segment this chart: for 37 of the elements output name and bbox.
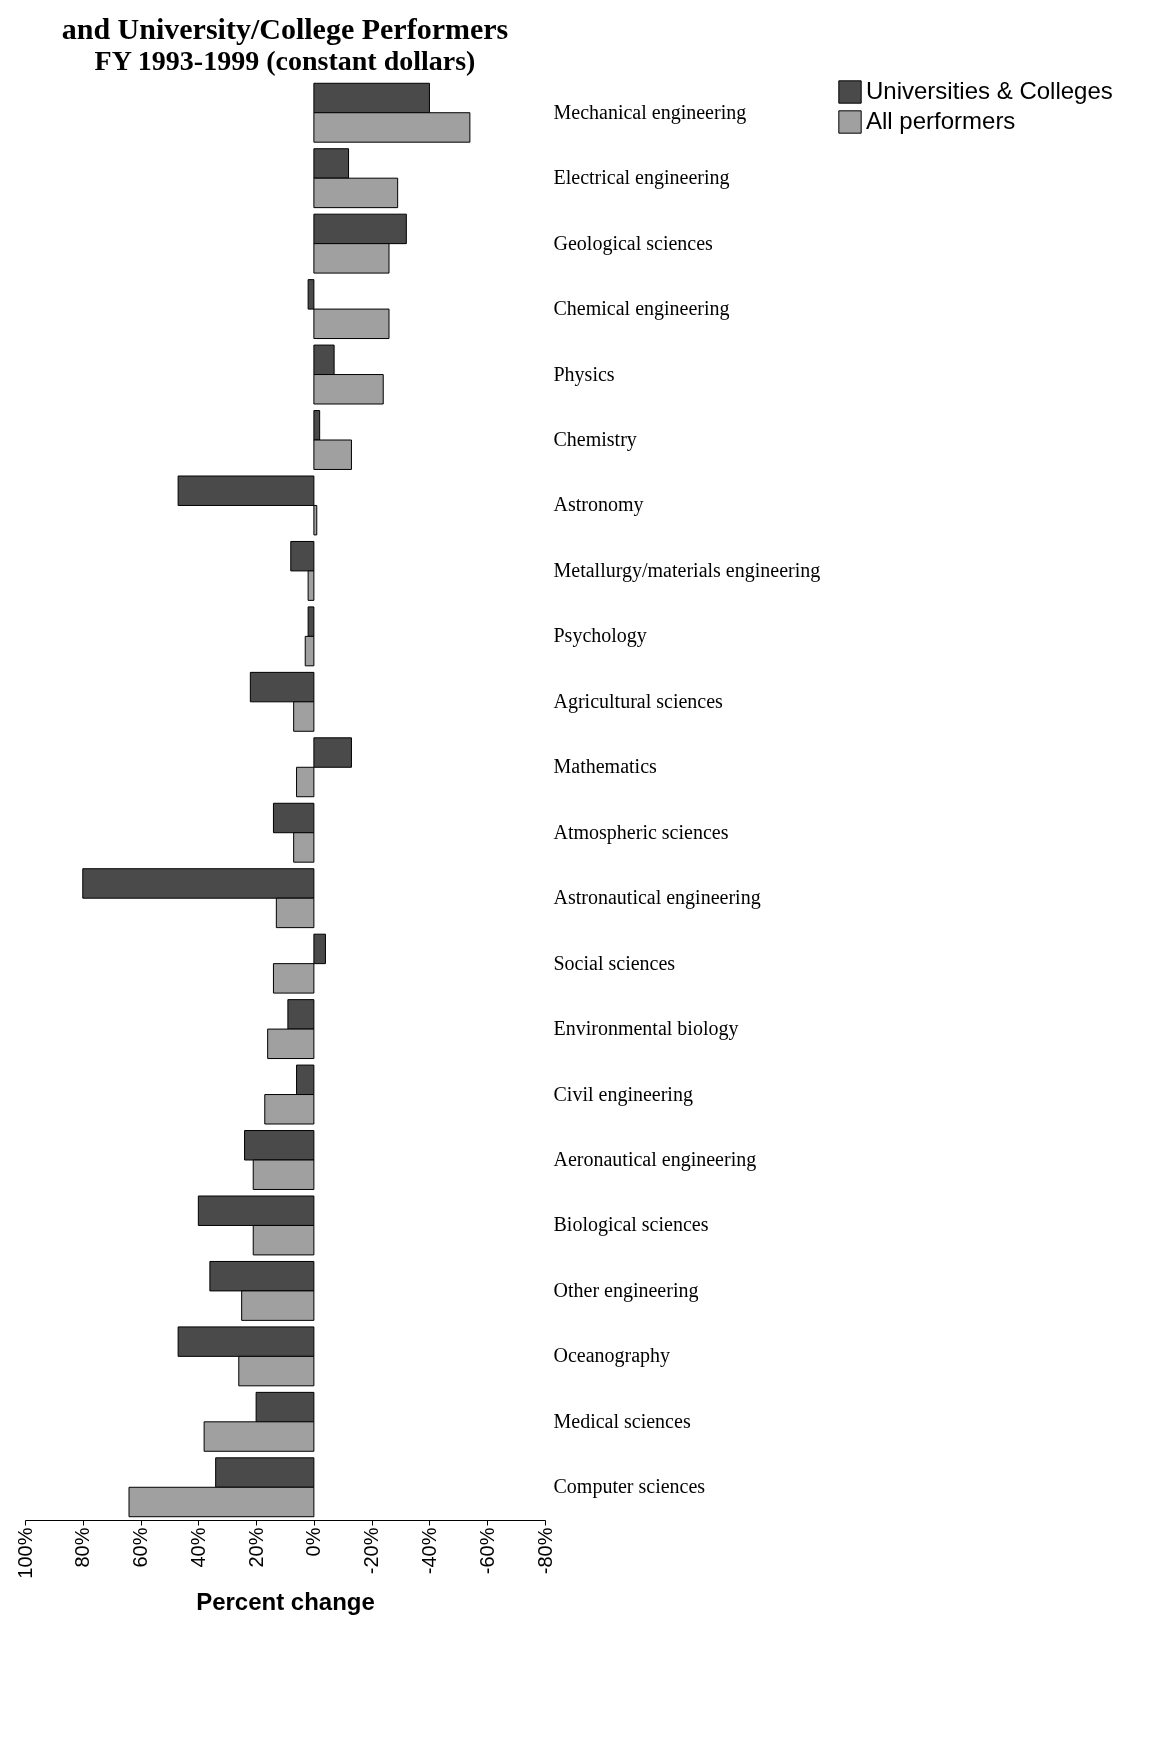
y-tick-label: Physics [553,362,615,386]
x-tick-label: 80% [71,1527,94,1568]
x-tick-label: 40% [186,1527,209,1568]
y-tick-label: Astronomy [553,493,644,517]
y-tick-label: Civil engineering [553,1082,693,1106]
x-tick-label: -60% [475,1527,498,1575]
x-tick-label: 100% [13,1527,36,1579]
y-tick-label: Mathematics [553,755,658,778]
y-tick-label: Social sciences [553,951,676,974]
y-tick-label: Metallurgy/materials engineering [553,558,821,582]
y-tick-label: Aeronautical engineering [553,1148,757,1171]
y-tick-label: Environmental biology [553,1017,739,1041]
x-tick-label: 0% [302,1527,325,1557]
y-tick-label: Medical sciences [553,1409,691,1432]
y-tick-label: Chemical engineering [553,297,730,321]
legend-label: All performers [866,107,1016,134]
y-tick-label: Psychology [553,624,647,648]
x-tick-label: 20% [244,1527,267,1568]
y-tick-label: Atmospheric sciences [553,820,729,844]
y-tick-label: Other engineering [553,1278,699,1302]
y-tick-label: Agricultural sciences [553,689,724,713]
y-tick-label: Computer sciences [553,1475,706,1499]
chart-subtitle: FY 1993-1999 (constant dollars) [94,45,476,76]
y-tick-label: Geological sciences [553,231,714,255]
y-tick-label: Astronautical engineering [553,886,761,910]
chart-title: and University/College Performers [61,12,509,45]
y-tick-label: Electrical engineering [553,166,730,190]
x-tick-label: -20% [360,1527,383,1575]
x-axis-title: Percent change [196,1587,375,1615]
x-tick-label: -80% [533,1527,556,1575]
y-tick-label: Mechanical engineering [553,100,747,124]
y-tick-label: Oceanography [553,1344,671,1368]
x-tick-label: 60% [129,1527,152,1568]
x-tick-label: -40% [417,1527,440,1575]
y-tick-label: Biological sciences [553,1213,709,1237]
legend-label: Universities & Colleges [866,77,1113,104]
y-tick-label: Chemistry [553,428,637,451]
